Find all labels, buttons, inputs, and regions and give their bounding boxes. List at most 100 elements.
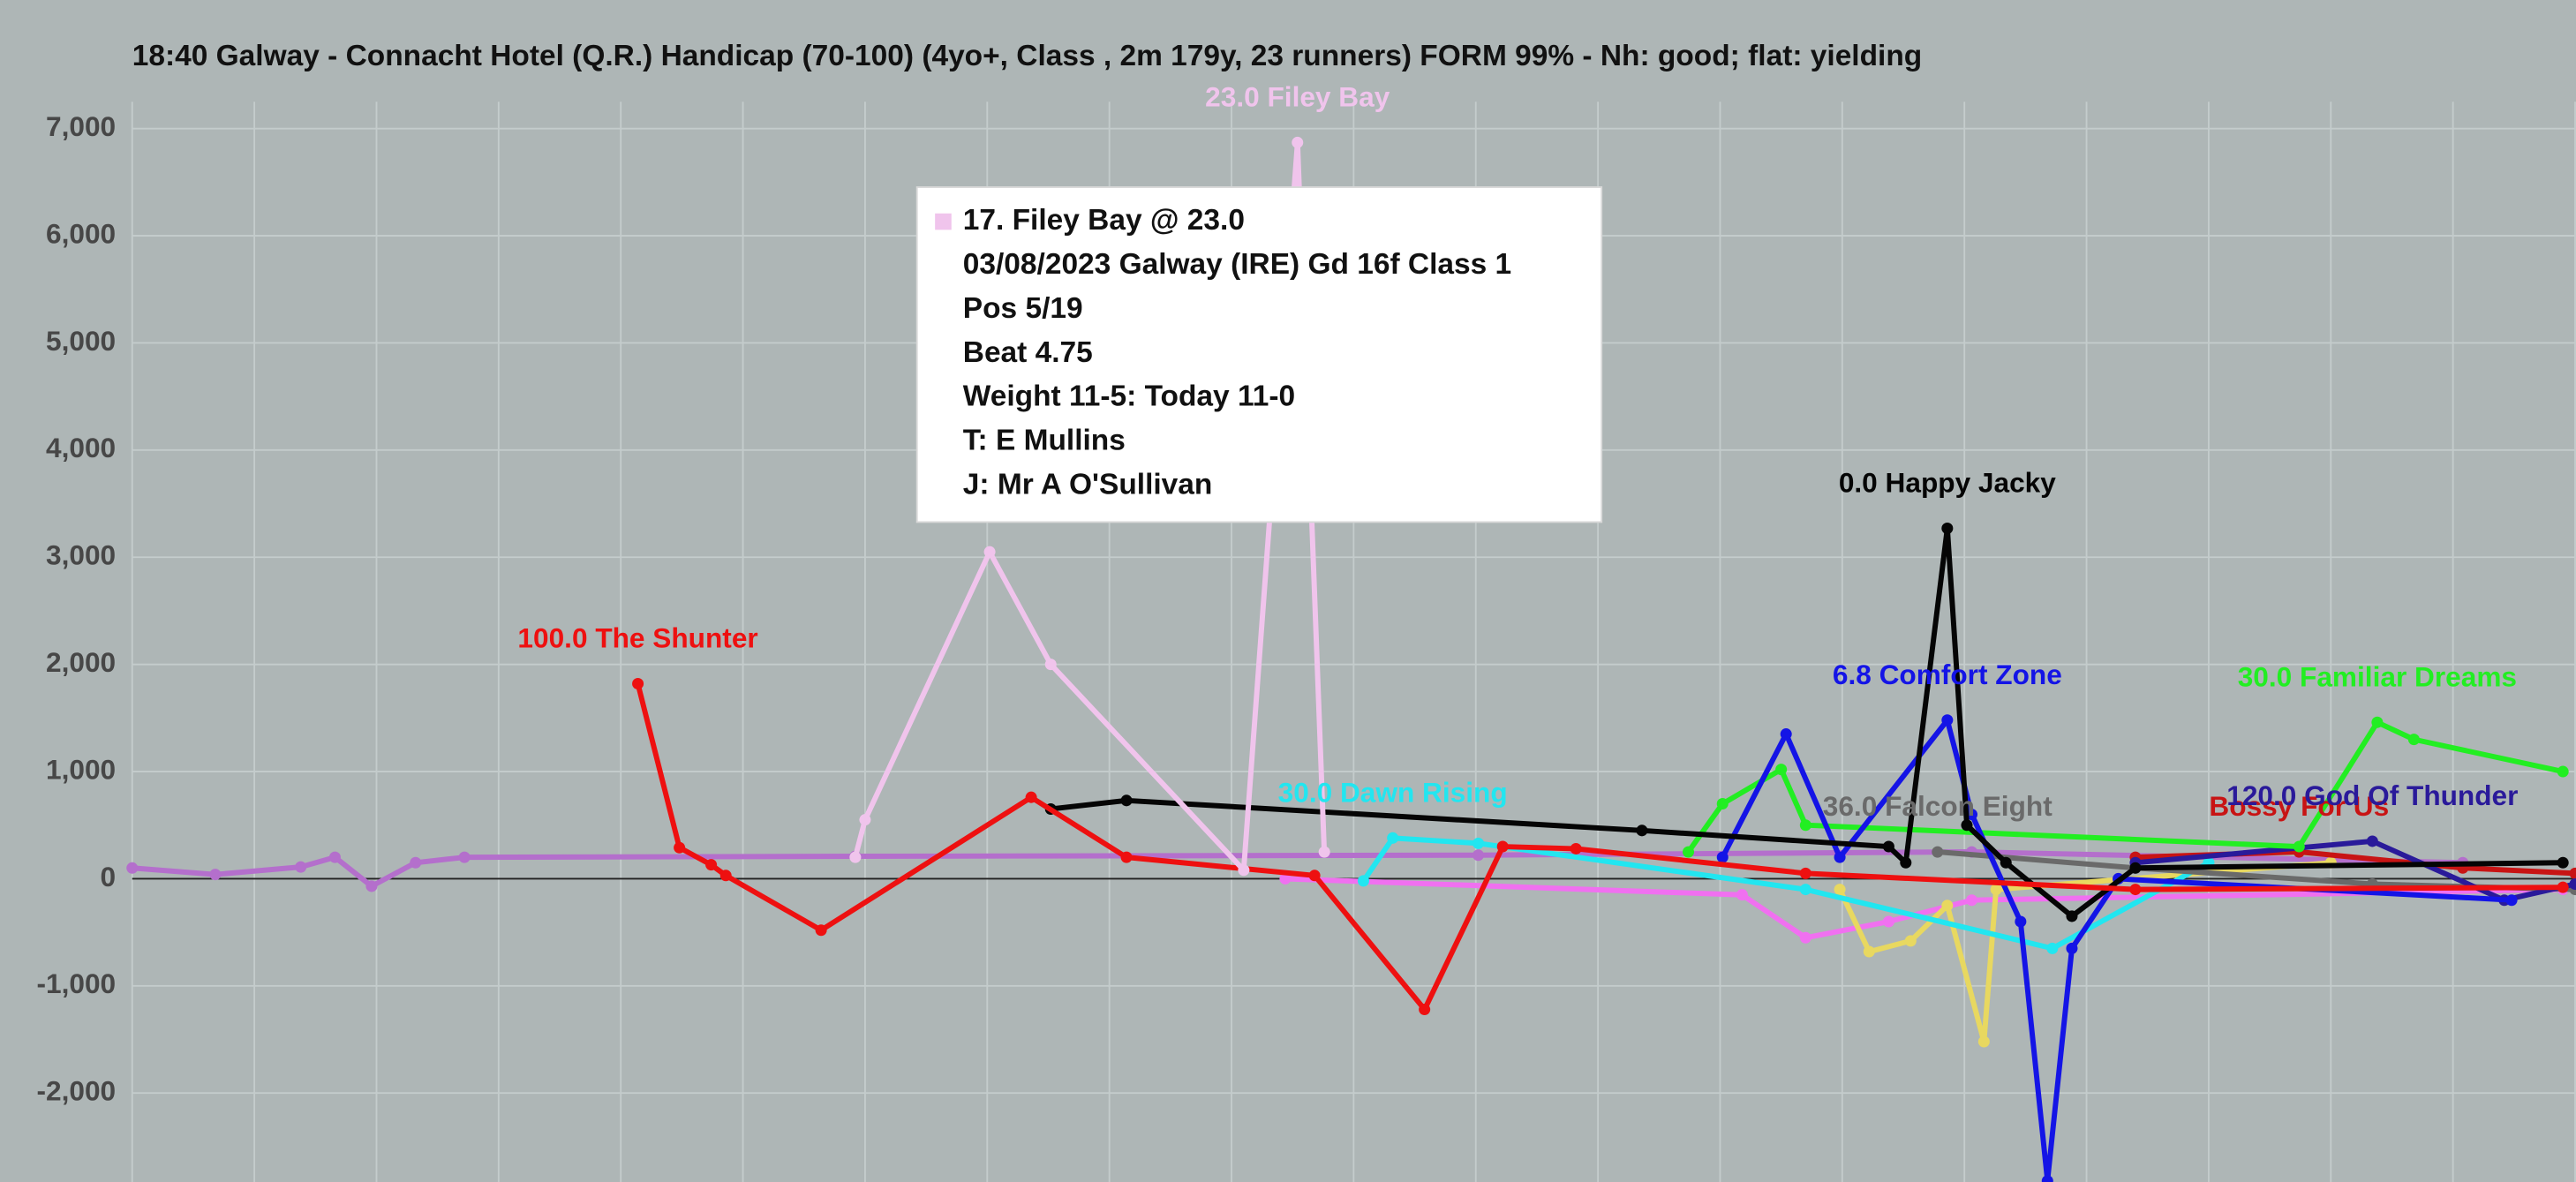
point [365, 880, 378, 892]
point [1965, 894, 1978, 907]
point [2129, 884, 2142, 896]
series-line [1720, 717, 2512, 1182]
point [1799, 931, 1811, 944]
y-tick-label: 3,000 [46, 539, 116, 571]
point [2569, 867, 2576, 879]
point [1977, 1035, 1990, 1048]
point [1716, 851, 1729, 863]
point [1238, 864, 1250, 877]
y-tick-label: -2,000 [37, 1075, 117, 1107]
tooltip-line: T: E Mullins [963, 424, 1126, 456]
point [983, 546, 996, 558]
point [1882, 840, 1894, 853]
point [1780, 728, 1792, 741]
point [1473, 849, 1485, 862]
point [1882, 915, 1894, 928]
series-label: 6.8 Comfort Zone [1833, 659, 2062, 690]
tooltip-line: 03/08/2023 Galway (IRE) Gd 16f Class 1 [963, 248, 1511, 281]
point [1279, 872, 1292, 885]
point [2046, 942, 2059, 954]
point [1990, 884, 2002, 896]
point [2293, 840, 2305, 853]
series-label: 23.0 Filey Bay [1205, 81, 1390, 113]
point [1961, 819, 1973, 832]
point [1496, 840, 1509, 853]
point [719, 870, 732, 882]
point [674, 841, 686, 854]
series-label: 0.0 Happy Jacky [1839, 467, 2056, 499]
point [1357, 875, 1369, 887]
label-layer: 30.0 Dawn Rising 36.0 Falcon Eight Bossy F… [517, 81, 2518, 823]
y-tick-label: 1,000 [46, 753, 116, 785]
point [632, 677, 644, 690]
point [849, 851, 862, 863]
tooltip-title: 17. Filey Bay @ 23.0 [963, 204, 1245, 237]
series-line [1284, 876, 2564, 941]
tooltip-box [915, 186, 1603, 523]
point [2366, 835, 2378, 847]
series-label: 30.0 Familiar Dreams [2238, 660, 2517, 692]
point [2066, 910, 2078, 922]
point [2557, 765, 2569, 778]
point [2066, 942, 2078, 954]
series-label: 100.0 The Shunter [517, 622, 757, 654]
point [328, 851, 341, 863]
point [2569, 878, 2576, 891]
point [1044, 659, 1057, 671]
tooltip-line: Beat 4.75 [963, 336, 1093, 369]
tooltip-line: Weight 11-5: Today 11-0 [963, 380, 1295, 413]
point [2505, 894, 2518, 907]
y-tick-label: 0 [101, 861, 117, 892]
point [1636, 824, 1648, 837]
point [1904, 935, 1917, 947]
point [2041, 1175, 2053, 1182]
point [1308, 870, 1321, 882]
point [2371, 716, 2384, 728]
point [2015, 915, 2027, 928]
point [1799, 867, 1811, 879]
series-label: 120.0 God Of Thunder [2226, 779, 2518, 811]
point [2557, 881, 2569, 893]
chart-title: 18:40 Galway - Connacht Hotel (Q.R.) Han… [132, 40, 1923, 72]
series-label: Bossy For Us [2209, 790, 2389, 822]
point [1473, 837, 1485, 849]
point [2129, 862, 2142, 874]
point [410, 856, 422, 869]
point [705, 859, 718, 871]
point [1834, 851, 1846, 863]
point [1941, 522, 1954, 534]
point [1900, 856, 1912, 869]
series-line [2135, 838, 2576, 903]
point [1570, 842, 1582, 855]
point [1863, 945, 1875, 958]
point [295, 861, 307, 873]
point [1834, 884, 1846, 896]
y-tick-label: 6,000 [46, 217, 116, 249]
point [1120, 794, 1133, 807]
series-label: 30.0 Dawn Rising [1278, 776, 1508, 808]
point [1799, 819, 1811, 832]
point [1932, 846, 1944, 858]
point [1292, 136, 1304, 148]
tooltip-swatch [935, 213, 952, 230]
y-tick-label: -1,000 [37, 967, 117, 999]
series-line [1686, 719, 2564, 854]
point [2407, 734, 2420, 746]
tooltip: 17. Filey Bay @ 23.0 03/08/2023 Galway (… [915, 186, 1603, 523]
series-layer [126, 136, 2576, 1182]
point [1387, 832, 1399, 844]
point [1716, 797, 1729, 809]
series-label: 36.0 Falcon Eight [1823, 790, 2053, 822]
point [1419, 1004, 1431, 1016]
y-tick-label: 4,000 [46, 432, 116, 463]
point [1799, 884, 1811, 896]
point [1025, 791, 1037, 803]
point [815, 924, 827, 937]
y-tick-label: 2,000 [46, 646, 116, 678]
point [1736, 889, 1748, 901]
point [2000, 856, 2012, 869]
point [458, 851, 471, 863]
tooltip-line: J: Mr A O'Sullivan [963, 468, 1213, 501]
